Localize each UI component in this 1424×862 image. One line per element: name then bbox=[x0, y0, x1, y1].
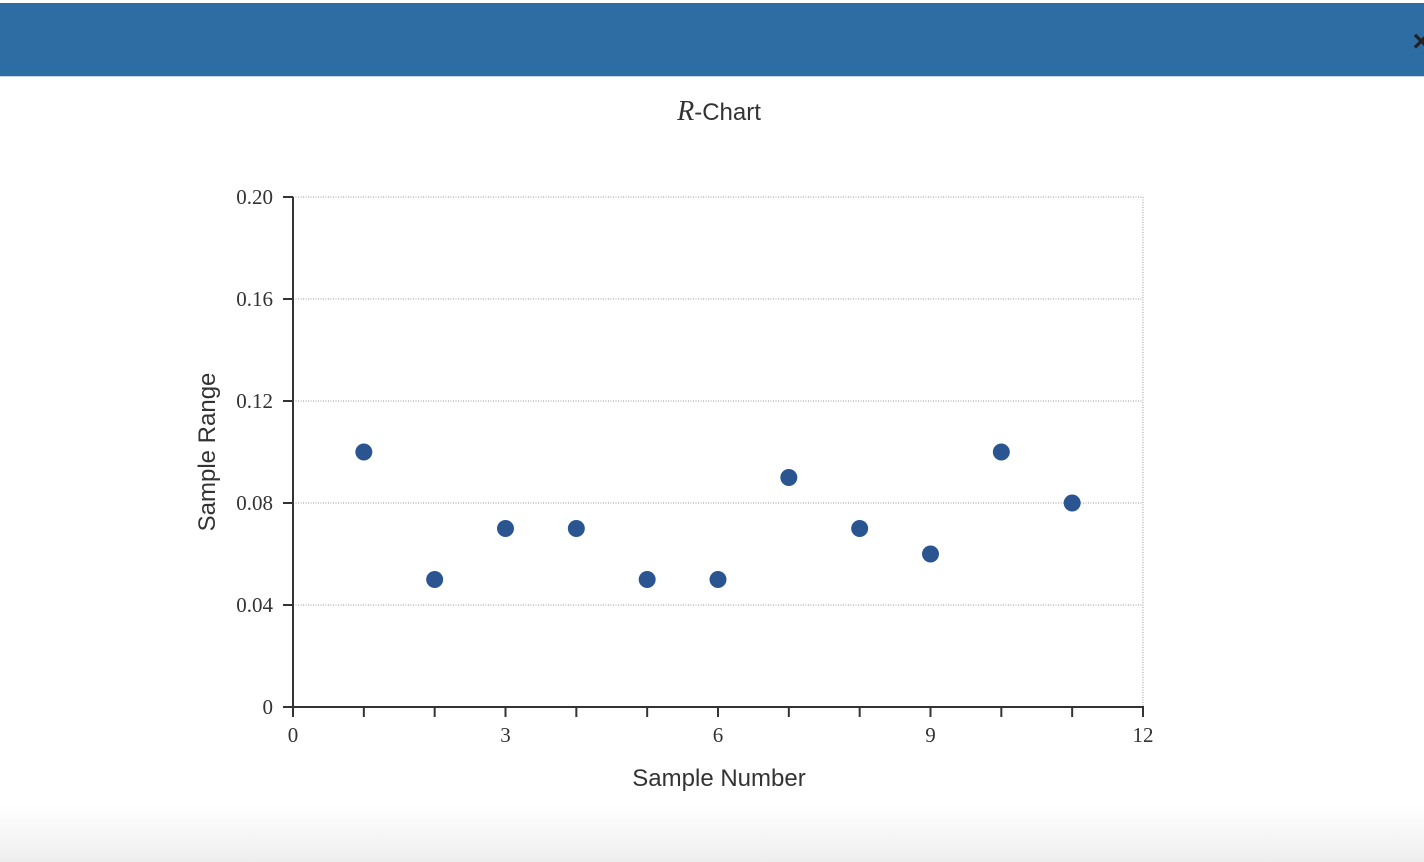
point bbox=[1063, 494, 1081, 512]
x-axis-label: Sample Number bbox=[632, 765, 805, 792]
point bbox=[780, 469, 798, 486]
y-axis-label: Sample Range bbox=[194, 373, 221, 532]
point bbox=[638, 571, 656, 588]
y-tick-label: 0.04 bbox=[236, 593, 273, 617]
modal-header: × bbox=[0, 3, 1424, 77]
x-tick-label: 6 bbox=[713, 723, 724, 747]
point bbox=[709, 571, 727, 588]
x-tick-label: 9 bbox=[925, 723, 936, 747]
x-tick-label: 0 bbox=[288, 723, 299, 747]
modal-footer bbox=[0, 805, 1424, 862]
y-tick-label: 0.08 bbox=[236, 491, 273, 515]
point bbox=[497, 520, 514, 537]
point bbox=[922, 545, 939, 563]
x-tick-label: 12 bbox=[1133, 723, 1154, 747]
x-tick-label: 3 bbox=[500, 723, 511, 747]
y-tick-label: 0.12 bbox=[236, 389, 273, 413]
point bbox=[355, 443, 373, 461]
y-tick-label: 0.20 bbox=[236, 185, 273, 209]
y-tick-label: 0 bbox=[263, 695, 274, 719]
point bbox=[992, 443, 1010, 461]
y-tick-label: 0.16 bbox=[236, 287, 273, 311]
point bbox=[567, 520, 585, 537]
close-button[interactable]: × bbox=[1412, 25, 1424, 58]
point bbox=[426, 571, 444, 588]
chart-title: R-Chart bbox=[677, 96, 761, 127]
point bbox=[851, 520, 869, 537]
